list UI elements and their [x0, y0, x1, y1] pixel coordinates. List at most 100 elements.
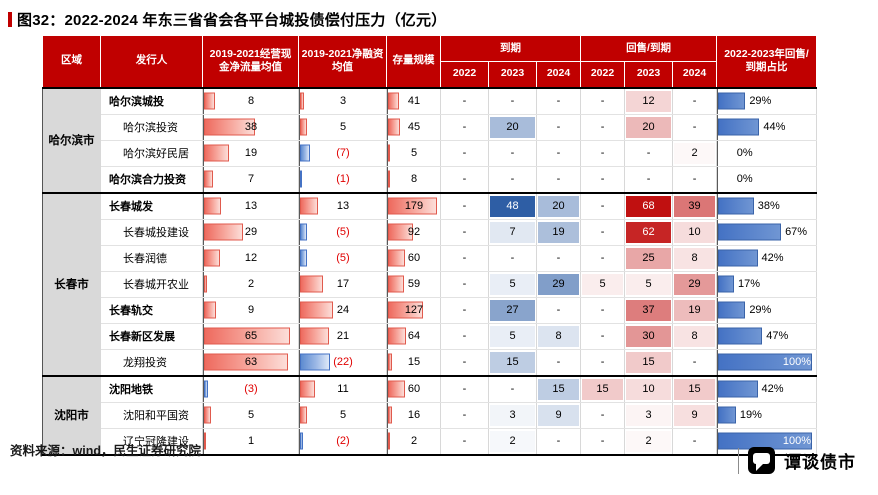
financing-bar-track: 21: [299, 323, 386, 349]
stock-bar: [388, 406, 393, 424]
heat-swatch: -: [556, 95, 561, 107]
cell-value: 5: [410, 147, 418, 159]
cell-value: (2): [336, 435, 350, 447]
cashflow-bar-track: 9: [203, 297, 298, 323]
heat-swatch: 39: [674, 195, 716, 217]
col-header-region: 区域: [42, 35, 101, 88]
brand-mark: 谭谈债市: [738, 447, 856, 474]
financing-cell: 24: [298, 297, 387, 324]
put-2023-cell: 12: [624, 86, 674, 115]
cell-value: 2: [247, 278, 255, 290]
heat-swatch: -: [462, 226, 467, 238]
table-row: 哈尔滨好民居 19 (7) 5 - - - - - 2 0%: [43, 140, 818, 167]
maturity-2023-cell: 27: [488, 297, 537, 324]
heat-swatch: 10: [626, 378, 672, 400]
cell-value: 17%: [738, 278, 761, 290]
heat-swatch: -: [600, 200, 605, 212]
cell-value: 21: [336, 330, 350, 342]
heat-swatch: 68: [626, 195, 672, 217]
cell-value: 100%: [782, 356, 812, 368]
heat-swatch: 29: [674, 273, 716, 295]
financing-bar-track: (22): [299, 349, 386, 375]
maturity-2023-cell: -: [488, 374, 537, 403]
heat-swatch: 48: [490, 195, 535, 217]
financing-bar: [300, 223, 307, 241]
put-2024-cell: 8: [672, 323, 718, 350]
ratio-bar-track: 42%: [717, 245, 816, 271]
maturity-2024-cell: -: [536, 349, 582, 376]
cell-value: 7: [247, 173, 255, 185]
stock-cell: 60: [386, 374, 441, 403]
heat-swatch: 7: [490, 221, 535, 243]
cell-value: 2: [410, 435, 418, 447]
heat-swatch: -: [510, 173, 515, 185]
ratio-cell: 47%: [716, 323, 818, 350]
col-header-maturity-2024: 2024: [535, 61, 582, 88]
maturity-2024-cell: -: [536, 114, 582, 141]
cell-value: 47%: [766, 330, 789, 342]
financing-bar: [300, 197, 318, 215]
put-2024-cell: 29: [672, 271, 718, 298]
maturity-2022-cell: -: [440, 86, 489, 115]
cashflow-bar-track: 63: [203, 349, 298, 375]
financing-bar: [300, 353, 330, 371]
stock-bar-track: 59: [387, 271, 440, 297]
financing-bar: [300, 380, 315, 398]
ratio-bar: [718, 197, 754, 215]
table-body: 哈尔滨市 哈尔滨城投 8 3 41- - - -12-29% 哈尔滨投资 38 5 45-20- -20…: [42, 86, 818, 455]
put-2023-cell: 15: [624, 349, 674, 376]
stock-bar-track: 45: [387, 114, 440, 140]
ratio-cell: 19%: [716, 402, 818, 429]
col-header-ratio: 2022-2023年回售/到期占比: [716, 35, 818, 88]
stock-bar-track: 60: [387, 245, 440, 271]
brand-name: 谭谈债市: [784, 453, 856, 472]
maturity-2024-cell: -: [536, 428, 582, 455]
heat-swatch: -: [692, 356, 697, 368]
put-2023-cell: -: [624, 140, 674, 167]
ratio-bar-track: 17%: [717, 271, 816, 297]
cell-value: 38%: [757, 200, 780, 212]
table-row: 哈尔滨投资 38 5 45 - 20 - - 20 - 44%: [43, 114, 818, 141]
financing-bar-track: (5): [299, 219, 386, 245]
heat-swatch: 20: [490, 116, 535, 138]
financing-bar-track: 24: [299, 297, 386, 323]
put-2022-cell: -: [580, 245, 626, 272]
chat-bubble-logo-icon: [748, 447, 775, 474]
issuer-cell: 哈尔滨好民居: [100, 140, 203, 167]
stock-bar: [388, 380, 405, 398]
financing-cell: (5): [298, 245, 387, 272]
cashflow-bar: [204, 380, 208, 398]
maturity-2022-cell: -: [440, 297, 489, 324]
stock-cell: 16: [386, 402, 441, 429]
financing-cell: 17: [298, 271, 387, 298]
cashflow-bar: [204, 432, 206, 450]
cashflow-cell: 5: [202, 402, 299, 429]
heat-swatch: 5: [490, 273, 535, 295]
col-header-stock: 存量规模: [386, 35, 441, 88]
issuer-cell: 沈阳地铁: [100, 374, 203, 403]
financing-cell: 13: [298, 191, 387, 220]
put-2022-cell: -: [580, 166, 626, 193]
ratio-cell: 29%: [716, 297, 818, 324]
maturity-2022-cell: -: [440, 245, 489, 272]
stock-cell: 59: [386, 271, 441, 298]
cashflow-bar-track: 8: [203, 88, 298, 114]
cashflow-bar: [204, 406, 211, 424]
cell-value: 64: [407, 330, 421, 342]
ratio-bar: [718, 406, 736, 424]
maturity-2023-cell: 20: [488, 114, 537, 141]
cell-value: 15: [407, 356, 421, 368]
financing-bar: [300, 432, 303, 450]
heat-swatch: 19: [538, 221, 580, 243]
financing-bar-track: (7): [299, 140, 386, 166]
put-2023-cell: -: [624, 166, 674, 193]
maturity-2024-cell: -: [536, 245, 582, 272]
col-header-financing: 2019-2021净融资均值: [298, 35, 387, 88]
maturity-2022-cell: -: [440, 374, 489, 403]
heat-swatch: -: [462, 147, 467, 159]
col-header-issuer: 发行人: [100, 35, 203, 88]
cell-value: 42%: [761, 383, 784, 395]
maturity-2023-cell: 2: [488, 428, 537, 455]
cashflow-cell: 13: [202, 191, 299, 220]
heat-swatch: -: [462, 304, 467, 316]
